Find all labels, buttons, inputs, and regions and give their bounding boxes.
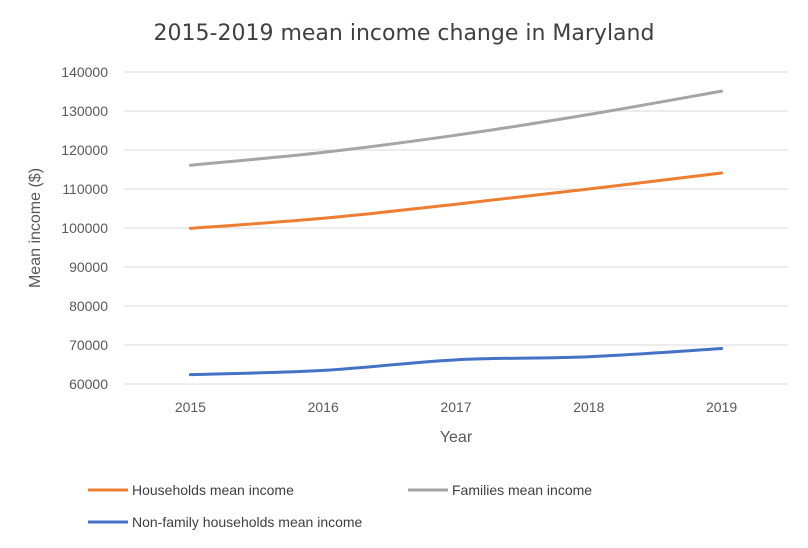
data-point [455, 203, 457, 205]
y-tick-label: 90000 [69, 259, 108, 275]
series-line-2 [188, 347, 724, 377]
data-point [721, 348, 723, 350]
data-point [721, 90, 723, 92]
x-axis-ticks: 2015 2016 2017 2018 2019 [175, 399, 738, 415]
data-point [322, 151, 324, 153]
y-axis-ticks: 60000 70000 80000 90000 100000 110000 120000 13… [61, 64, 108, 392]
data-point [721, 172, 723, 174]
y-tick-label: 70000 [69, 337, 108, 353]
series-line-1 [188, 89, 724, 167]
y-tick-label: 100000 [61, 220, 108, 236]
legend-label: Families mean income [452, 482, 592, 498]
y-tick-label: 140000 [61, 64, 108, 80]
data-point [322, 217, 324, 219]
y-tick-label: 130000 [61, 103, 108, 119]
legend-label: Non-family households mean income [132, 514, 363, 530]
legend: Households mean income Families mean inco… [88, 482, 592, 530]
chart-title: 2015-2019 mean income change in Maryland [154, 21, 655, 46]
data-point [588, 356, 590, 358]
y-tick-label: 60000 [69, 376, 108, 392]
x-tick-label: 2016 [308, 399, 339, 415]
x-tick-label: 2018 [573, 399, 604, 415]
x-tick-label: 2015 [175, 399, 206, 415]
data-point [189, 227, 191, 229]
series-lines [188, 89, 724, 377]
y-tick-label: 120000 [61, 142, 108, 158]
x-tick-label: 2017 [440, 399, 471, 415]
data-point [588, 114, 590, 116]
data-point [322, 369, 324, 371]
legend-label: Households mean income [132, 482, 294, 498]
y-axis-title: Mean income ($) [27, 168, 44, 288]
series-line-0 [188, 171, 724, 230]
data-point [455, 134, 457, 136]
y-tick-label: 80000 [69, 298, 108, 314]
gridlines [124, 71, 788, 385]
x-axis-title: Year [440, 429, 473, 446]
y-tick-label: 110000 [62, 181, 108, 197]
data-point [189, 164, 191, 166]
data-point [455, 359, 457, 361]
data-point [189, 374, 191, 376]
x-tick-label: 2019 [706, 399, 737, 415]
data-point [588, 188, 590, 190]
